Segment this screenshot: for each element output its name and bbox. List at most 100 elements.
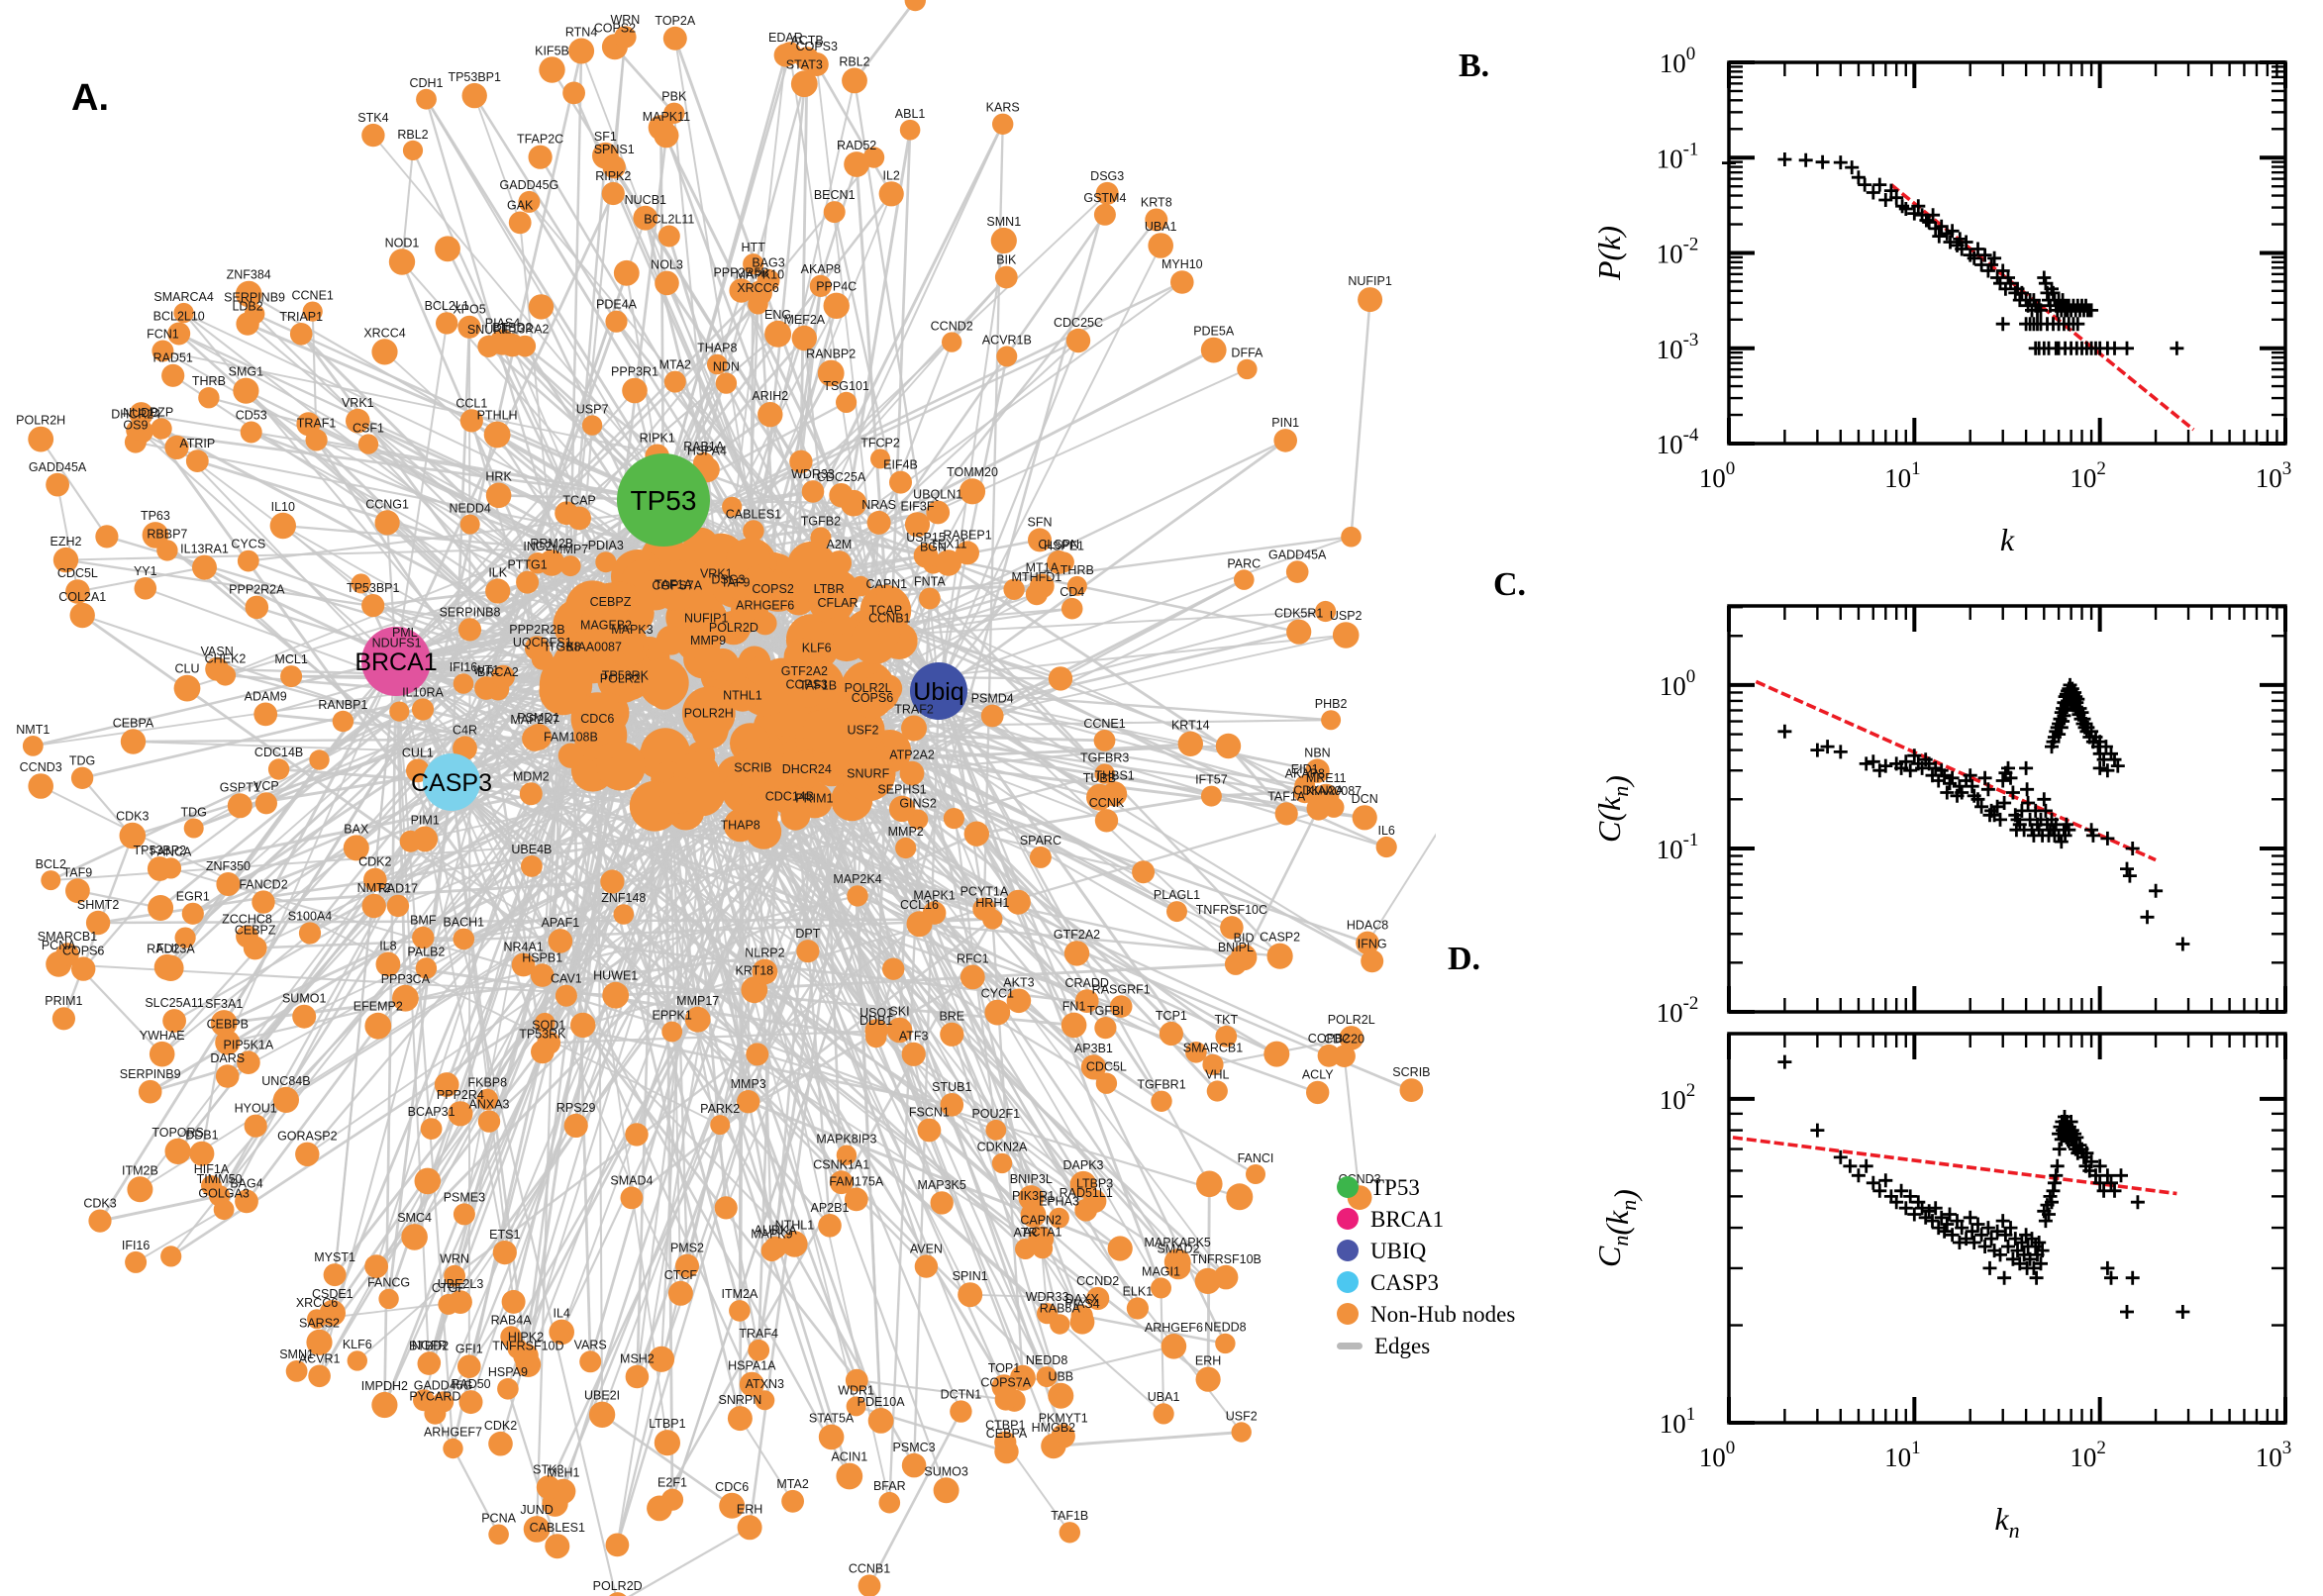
svg-text:POLR2D: POLR2D [593, 1579, 643, 1593]
svg-text:CAPN1: CAPN1 [865, 577, 907, 591]
svg-text:BNIP3L: BNIP3L [1010, 1172, 1053, 1186]
svg-text:LDB2: LDB2 [232, 300, 262, 314]
svg-text:MAPK8IP3: MAPK8IP3 [816, 1133, 876, 1147]
svg-text:ATP2A2: ATP2A2 [889, 748, 935, 762]
svg-text:STK3: STK3 [533, 1462, 563, 1476]
svg-text:FSCN1: FSCN1 [909, 1106, 950, 1120]
svg-text:XRCC6: XRCC6 [296, 1296, 338, 1310]
svg-text:PIM1: PIM1 [411, 814, 440, 828]
svg-text:UBE4B: UBE4B [511, 843, 552, 856]
svg-text:SNURF: SNURF [467, 323, 510, 337]
svg-text:PIK3R1: PIK3R1 [1012, 1189, 1055, 1203]
svg-text:NTHL1: NTHL1 [775, 1218, 815, 1232]
svg-text:GORASP2: GORASP2 [277, 1130, 337, 1144]
svg-text:GTF2A2: GTF2A2 [1054, 928, 1100, 942]
svg-text:HSPE1: HSPE1 [1044, 539, 1084, 552]
svg-text:HRH1: HRH1 [975, 896, 1009, 910]
svg-text:MYST1: MYST1 [314, 1250, 355, 1264]
svg-text:SMG1: SMG1 [229, 365, 263, 379]
legend-label: Non-Hub nodes [1370, 1301, 1516, 1327]
svg-text:GFI1: GFI1 [455, 1342, 483, 1355]
svg-text:AKT3: AKT3 [1003, 975, 1034, 989]
svg-text:RBL2: RBL2 [839, 55, 869, 69]
svg-text:JUND: JUND [520, 1503, 553, 1517]
svg-text:NLRP2: NLRP2 [745, 947, 784, 960]
svg-text:ATR: ATR [1013, 1226, 1037, 1240]
svg-text:CDK3: CDK3 [116, 810, 149, 824]
svg-text:THRB: THRB [192, 374, 226, 388]
svg-text:10-3: 10-3 [1657, 330, 1699, 364]
svg-text:KRT14: KRT14 [1171, 719, 1210, 733]
hub-label-casp3: CASP3 [411, 769, 492, 797]
svg-text:USO1: USO1 [859, 1006, 893, 1020]
svg-text:VRK1: VRK1 [700, 567, 733, 581]
svg-text:100: 100 [1699, 458, 1736, 493]
svg-text:COPS3: COPS3 [786, 678, 828, 692]
svg-text:TAF1A: TAF1A [655, 578, 693, 592]
svg-text:S100A4: S100A4 [288, 909, 333, 923]
svg-text:MRE11: MRE11 [1306, 771, 1347, 785]
svg-text:WRN: WRN [610, 13, 640, 27]
legend-item-brca1: BRCA1 [1337, 1203, 1515, 1235]
svg-text:IFI16: IFI16 [450, 660, 478, 674]
svg-text:HSPA4: HSPA4 [687, 444, 727, 457]
svg-text:SCRIB: SCRIB [1392, 1065, 1430, 1079]
svg-text:ELK1: ELK1 [1123, 1284, 1154, 1298]
svg-text:TUBB: TUBB [1083, 771, 1116, 785]
svg-text:CSDE1: CSDE1 [312, 1287, 354, 1301]
svg-text:HTT: HTT [742, 241, 766, 254]
svg-text:TOP1: TOP1 [988, 1361, 1020, 1375]
legend-item-casp3: CASP3 [1337, 1266, 1515, 1298]
svg-text:IFI16: IFI16 [122, 1239, 151, 1252]
svg-text:TP53RK: TP53RK [519, 1028, 566, 1042]
svg-text:PCNA: PCNA [42, 939, 76, 952]
svg-text:EFEMP2: EFEMP2 [354, 1000, 403, 1014]
svg-text:RBBP7: RBBP7 [147, 527, 187, 541]
svg-text:VRK1: VRK1 [342, 396, 374, 410]
svg-text:TRAF1: TRAF1 [297, 416, 337, 430]
svg-text:RANBP1: RANBP1 [318, 698, 367, 712]
svg-text:CDC25C: CDC25C [1054, 316, 1103, 330]
svg-text:NUCB1: NUCB1 [625, 193, 666, 207]
svg-text:KRT18: KRT18 [735, 963, 773, 977]
svg-text:TAF9: TAF9 [721, 575, 751, 589]
svg-text:MAPK11: MAPK11 [643, 110, 690, 124]
svg-text:ERH: ERH [737, 1502, 762, 1516]
svg-text:E2F1: E2F1 [657, 1476, 687, 1490]
edge-line-icon [1337, 1342, 1363, 1349]
svg-text:DSG3: DSG3 [711, 572, 745, 586]
svg-text:FN1: FN1 [1062, 1000, 1086, 1014]
svg-text:IL4: IL4 [554, 1307, 570, 1321]
svg-text:SNRPN: SNRPN [719, 1393, 762, 1407]
svg-text:IL10RA: IL10RA [402, 685, 444, 699]
plot-c: 100 10-1 10-2 C(kn) [1591, 604, 2287, 1028]
svg-text:SMC4: SMC4 [397, 1211, 432, 1225]
svg-text:NGFR: NGFR [412, 1339, 447, 1352]
svg-text:FANCI: FANCI [1238, 1151, 1274, 1165]
svg-text:BTBD2: BTBD2 [409, 1340, 449, 1353]
hub-label-ubiq: Ubiq [913, 678, 963, 706]
svg-text:CDC6: CDC6 [715, 1480, 749, 1494]
svg-text:DCN: DCN [1352, 792, 1378, 806]
svg-text:MAPK3: MAPK3 [611, 623, 653, 637]
svg-text:AURKA: AURKA [755, 1224, 798, 1238]
svg-text:MEF2A: MEF2A [783, 313, 825, 327]
svg-text:CCNB1: CCNB1 [849, 1561, 890, 1575]
legend-label: BRCA1 [1370, 1206, 1445, 1232]
svg-text:WT1: WT1 [473, 663, 499, 677]
svg-text:POU2F1: POU2F1 [971, 1107, 1020, 1121]
svg-text:TDG: TDG [69, 754, 95, 768]
svg-text:RABEP1: RABEP1 [943, 529, 991, 543]
svg-text:BFAR: BFAR [873, 1479, 906, 1493]
svg-text:PYCARD: PYCARD [409, 1390, 460, 1404]
svg-text:TGFBR3: TGFBR3 [1080, 750, 1129, 764]
svg-text:BRE: BRE [939, 1010, 964, 1024]
svg-text:CUL1: CUL1 [402, 747, 434, 760]
svg-text:PRIM1: PRIM1 [45, 994, 82, 1008]
svg-text:SERPINB8: SERPINB8 [440, 605, 501, 619]
svg-text:TNFRSF10C: TNFRSF10C [1196, 903, 1267, 917]
svg-text:ACTA1: ACTA1 [1023, 1226, 1061, 1240]
svg-text:CYC1: CYC1 [981, 987, 1014, 1001]
svg-text:ARIH2: ARIH2 [752, 389, 788, 403]
svg-text:MMP2: MMP2 [888, 825, 924, 839]
